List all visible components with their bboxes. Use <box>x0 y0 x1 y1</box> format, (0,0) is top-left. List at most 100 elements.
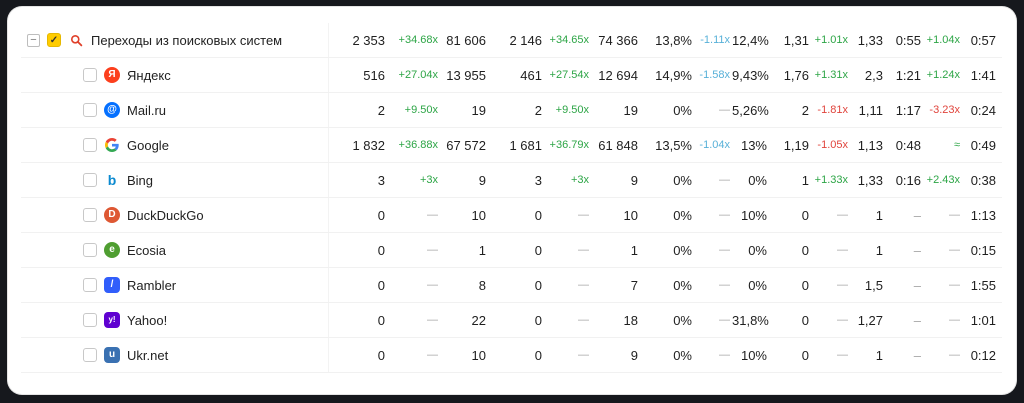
bounce-a: 0% <box>673 207 692 223</box>
visits-b: 13 955 <box>446 67 486 83</box>
dimension-label[interactable]: Rambler <box>127 277 177 293</box>
bounce-b: 9,43% <box>732 67 769 83</box>
engine-row[interactable]: @ Mail.ru 2 +9.50x 19 2 +9.50x 19 0% —5,26% 2 -1.81… <box>21 93 1002 128</box>
engine-row[interactable]: y! Yahoo! 0—22 0—18 0% —31,8% 0—1,27– —1:01 <box>21 303 1002 338</box>
depth-a: 0 <box>801 347 809 363</box>
visitors-b: 7 <box>630 277 638 293</box>
depth-change: — <box>837 244 848 256</box>
yandex-icon: Я <box>104 67 120 83</box>
visitors-change: — <box>578 314 589 326</box>
dimension-label[interactable]: Переходы из поисковых систем <box>91 32 283 48</box>
engine-row[interactable]: e Ecosia 0 — 1 0 — 1 0% — 0% 0 — 1 – — 0:15 <box>21 233 1002 268</box>
bounce-b: 5,26% <box>732 102 769 118</box>
dimension-label[interactable]: Ecosia <box>127 242 167 258</box>
dimension-cell: y! Yahoo! <box>21 303 329 337</box>
depth-a: 0 <box>801 242 809 258</box>
bounce-b: 0% <box>748 277 767 293</box>
dimension-label[interactable]: DuckDuckGo <box>127 207 204 223</box>
dimension-label[interactable]: Яндекс <box>127 67 171 83</box>
time-a: – <box>913 207 921 223</box>
dimension-label[interactable]: Ukr.net <box>127 347 169 363</box>
report-table-card: − ✓ Переходы из поисковых систем 2 353 +34.6… <box>8 7 1016 394</box>
visitors-a: 3 <box>534 172 542 188</box>
google-icon <box>104 137 120 153</box>
time-change: -3.23x <box>929 104 960 116</box>
time-change: — <box>949 314 960 326</box>
engine-row[interactable]: / Rambler 0 — 8 0 — 7 0% — 0% 0 — 1,5 – — 1:55 <box>21 268 1002 303</box>
dimension-label[interactable]: Yahoo! <box>127 312 168 328</box>
visits-b: 8 <box>478 277 486 293</box>
row-checkbox[interactable] <box>83 313 97 327</box>
bounce-change: — <box>719 349 730 361</box>
time-change: — <box>949 279 960 291</box>
bounce-b: 10% <box>740 207 767 223</box>
dimension-label[interactable]: Bing <box>127 172 154 188</box>
visitors-b: 74 366 <box>598 32 638 48</box>
row-checkbox[interactable] <box>83 208 97 222</box>
bounce-b: 31,8% <box>732 312 769 328</box>
collapse-button[interactable]: − <box>27 33 40 47</box>
time-a: – <box>913 347 921 363</box>
bounce-a: 0% <box>673 277 692 293</box>
time-a: 1:17 <box>895 102 921 118</box>
engine-row[interactable]: u Ukr.net 0 — 10 0 — 9 0% — 10% 0 — 1 – — 0:12 <box>21 338 1002 373</box>
visits-change: — <box>427 314 438 326</box>
time-b: 1:41 <box>970 67 996 83</box>
group-row[interactable]: − ✓ Переходы из поисковых систем 2 353 +34.6… <box>21 23 1002 58</box>
visits-a: 0 <box>377 312 385 328</box>
row-checkbox[interactable] <box>83 348 97 362</box>
visits-a: 2 353 <box>352 32 385 48</box>
visits-a: 3 <box>377 172 385 188</box>
dimension-cell: Google <box>21 128 329 162</box>
rambler-icon: / <box>104 277 120 293</box>
engine-row[interactable]: Я Яндекс 516 +27.04x 13 955 461 +27.54x 12 694 1… <box>21 58 1002 93</box>
dimension-label[interactable]: Google <box>127 137 169 153</box>
visitors-a: 0 <box>534 207 542 223</box>
yahoo-icon: y! <box>104 312 120 328</box>
visitors-change: +34.65x <box>549 34 589 46</box>
visits-a: 2 <box>377 102 385 118</box>
visitors-b: 9 <box>630 347 638 363</box>
visitors-a: 0 <box>534 242 542 258</box>
engine-row[interactable]: b Bing 3 +3x 9 3 +3x 9 0% — 0% 1 +1.33x 1,33 0:16 +2.43… <box>21 163 1002 198</box>
visits-change: — <box>427 279 438 291</box>
time-b: 0:38 <box>970 172 996 188</box>
visitors-a: 1 681 <box>509 137 542 153</box>
bounce-change: — <box>719 279 730 291</box>
dimension-label[interactable]: Mail.ru <box>127 102 167 118</box>
depth-a: 1,19 <box>783 137 809 153</box>
engine-row[interactable]: Google 1 832 +36.88x 67 572 1 681 +36.79x 61 8… <box>21 128 1002 163</box>
visits-b: 10 <box>471 207 486 223</box>
row-checkbox[interactable] <box>83 243 97 257</box>
time-a: 0:48 <box>895 137 921 153</box>
engine-row[interactable]: D DuckDuckGo 0 — 10 0 — 10 0% — 10% 0 — 1 – — 1:13 <box>21 198 1002 233</box>
row-checkbox[interactable] <box>83 103 97 117</box>
mail-ru-icon: @ <box>104 102 120 118</box>
row-checkbox[interactable] <box>83 173 97 187</box>
bounce-a: 0% <box>673 312 692 328</box>
depth-b: 1,13 <box>857 137 883 153</box>
row-checkbox[interactable] <box>83 138 97 152</box>
dimension-cell: − ✓ Переходы из поисковых систем <box>21 23 329 57</box>
depth-b: 1 <box>875 207 883 223</box>
time-b: 1:01 <box>970 312 996 328</box>
depth-a: 2 <box>801 102 809 118</box>
visits-change: +9.50x <box>404 104 438 116</box>
visits-change: — <box>427 244 438 256</box>
row-checkbox[interactable]: ✓ <box>47 33 61 47</box>
depth-b: 1 <box>875 242 883 258</box>
depth-change: +1.31x <box>814 69 848 81</box>
row-checkbox[interactable] <box>83 68 97 82</box>
visits-b: 19 <box>471 102 486 118</box>
visits-change: — <box>427 349 438 361</box>
visitors-b: 12 694 <box>598 67 638 83</box>
ecosia-icon: e <box>104 242 120 258</box>
visits-a: 0 <box>377 207 385 223</box>
time-a: – <box>913 277 921 293</box>
depth-b: 1,33 <box>857 32 883 48</box>
time-change: +2.43x <box>926 174 960 186</box>
visitors-b: 19 <box>623 102 638 118</box>
dimension-cell: e Ecosia <box>21 233 329 267</box>
visitors-b: 18 <box>623 312 638 328</box>
row-checkbox[interactable] <box>83 278 97 292</box>
